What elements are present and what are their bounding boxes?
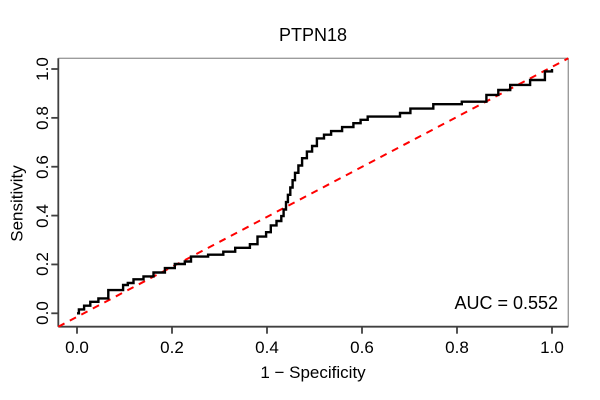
x-tick-label: 0.2 [160, 338, 184, 357]
auc-annotation: AUC = 0.552 [454, 293, 558, 313]
y-tick-label: 0.6 [33, 154, 52, 179]
y-tick-label: 0.4 [33, 203, 52, 228]
y-tick-label: 1.0 [33, 57, 52, 81]
x-tick-label: 1.0 [540, 338, 564, 357]
y-axis-label: Sensitivity [7, 165, 27, 242]
roc-curve [77, 69, 554, 315]
chart-title: PTPN18 [278, 25, 348, 45]
y-tick-label: 0.8 [33, 106, 52, 130]
x-axis-label: 1 − Specificity [260, 363, 366, 382]
x-tick-label: 0.4 [255, 338, 279, 357]
reference-line [57, 57, 569, 328]
y-tick-label: 0.0 [33, 301, 52, 326]
x-tick-label: 0.8 [445, 338, 469, 357]
x-tick-label: 0.0 [65, 338, 89, 357]
x-tick-label: 0.6 [350, 338, 374, 357]
y-tick-label: 0.2 [33, 252, 52, 277]
